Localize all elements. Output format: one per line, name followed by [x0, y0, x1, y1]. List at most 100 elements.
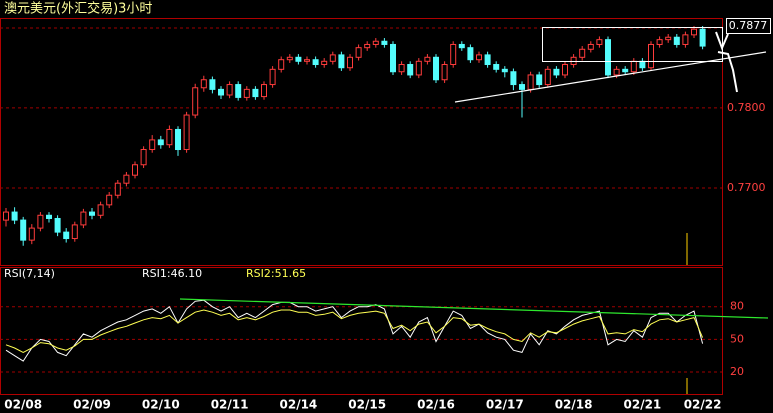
candle-body: [278, 59, 285, 70]
rsi-panel: [0, 267, 723, 395]
legend-entry: RSI1:46.10: [142, 267, 202, 280]
candle-body: [54, 217, 61, 233]
last-price-label: 0.7877: [729, 19, 768, 32]
candle-body: [699, 28, 706, 47]
candle-body: [639, 60, 646, 69]
chart-title: 澳元美元(外汇交易)3小时: [4, 1, 152, 17]
candle-body: [218, 88, 224, 96]
y-tick-label: 50: [730, 332, 744, 345]
candle-body: [63, 231, 70, 240]
candle-body: [252, 88, 259, 98]
candle-body: [476, 54, 482, 61]
candle-body: [424, 56, 431, 62]
candle-body: [544, 68, 551, 86]
candle-body: [286, 56, 293, 61]
y-tick-label: 0.7700: [727, 181, 766, 194]
candle-body: [106, 194, 113, 206]
x-tick-label: 02/17: [486, 398, 524, 412]
candle-body: [355, 47, 362, 58]
rsi-trend-line: [179, 298, 769, 319]
candle-body: [536, 74, 543, 86]
candle-body: [648, 43, 654, 69]
rsi-title: RSI(7,14): [4, 267, 55, 280]
candle-body: [175, 128, 181, 151]
candle-body: [261, 84, 267, 98]
candle-body: [484, 54, 491, 66]
candle-body: [519, 84, 525, 90]
last-price-box: [726, 18, 771, 34]
candle-body: [415, 60, 422, 76]
candle-body: [243, 88, 250, 98]
candle-body: [673, 36, 680, 45]
rsi-line: [5, 309, 704, 353]
candle-body: [372, 40, 379, 45]
x-tick-label: 02/15: [348, 398, 386, 412]
candle-body: [682, 34, 689, 45]
candle-body: [364, 43, 371, 49]
candle-body: [183, 114, 190, 151]
rsi-line: [5, 299, 704, 362]
candle-body: [132, 164, 138, 176]
candle-body: [338, 54, 345, 69]
candle-body: [329, 54, 336, 62]
candle-body: [295, 56, 302, 62]
candle-body: [493, 64, 500, 70]
candle-body: [450, 43, 457, 66]
x-tick-label: 02/22: [684, 398, 722, 412]
candle-body: [321, 60, 328, 66]
y-tick-label: 20: [730, 365, 744, 378]
candle-body: [665, 36, 672, 41]
x-tick-label: 02/11: [211, 398, 249, 412]
candle-body: [527, 74, 534, 90]
candle-body: [46, 214, 52, 219]
y-tick-label: 80: [730, 300, 744, 313]
candle-body: [89, 211, 95, 216]
candle-body: [80, 211, 87, 226]
candle-body: [622, 68, 629, 73]
x-tick-label: 02/10: [142, 398, 180, 412]
candle-body: [157, 139, 164, 146]
candle-body: [11, 211, 18, 221]
x-tick-label: 02/18: [555, 398, 593, 412]
x-tick-label: 02/14: [280, 398, 318, 412]
candle-body: [390, 43, 396, 73]
candle-body: [209, 79, 216, 90]
candle-body: [501, 68, 508, 73]
candle-body: [398, 64, 405, 73]
candle-body: [433, 56, 439, 81]
candle-body: [656, 39, 663, 45]
candle-body: [570, 56, 577, 66]
marks: 0.7700 0.7800 02/08 02/09 02/10 02/11 02/14 02/…: [0, 26, 766, 412]
y-tick-label: 0.7800: [727, 101, 766, 114]
candle-body: [347, 56, 353, 69]
candle-body: [123, 174, 130, 184]
candle-body: [114, 182, 121, 196]
candle-body: [3, 211, 9, 221]
x-tick-label: 02/16: [417, 398, 455, 412]
candle-body: [304, 59, 310, 62]
candle-body: [192, 87, 199, 116]
legend-entry: RSI2:51.65: [246, 267, 306, 280]
candle-body: [381, 40, 388, 45]
candle-body: [596, 39, 603, 45]
candle-body: [467, 47, 474, 61]
x-tick-label: 02/08: [4, 398, 42, 412]
price-panel: [0, 18, 723, 266]
x-tick-label: 02/09: [73, 398, 111, 412]
candle-body: [235, 84, 242, 98]
x-tick-label: 02/21: [624, 398, 662, 412]
hand-drawn-mark: [715, 31, 738, 93]
candle-body: [605, 39, 611, 76]
candle-body: [28, 227, 35, 241]
candle-body: [630, 60, 637, 73]
candle-body: [312, 59, 319, 66]
candle-body: [71, 224, 78, 240]
candle-body: [691, 28, 697, 36]
candle-body: [562, 64, 568, 76]
candle-body: [458, 43, 465, 49]
candle-body: [579, 48, 586, 58]
candle-body: [226, 84, 233, 96]
candle-body: [20, 219, 27, 241]
trend-line: [454, 51, 767, 103]
